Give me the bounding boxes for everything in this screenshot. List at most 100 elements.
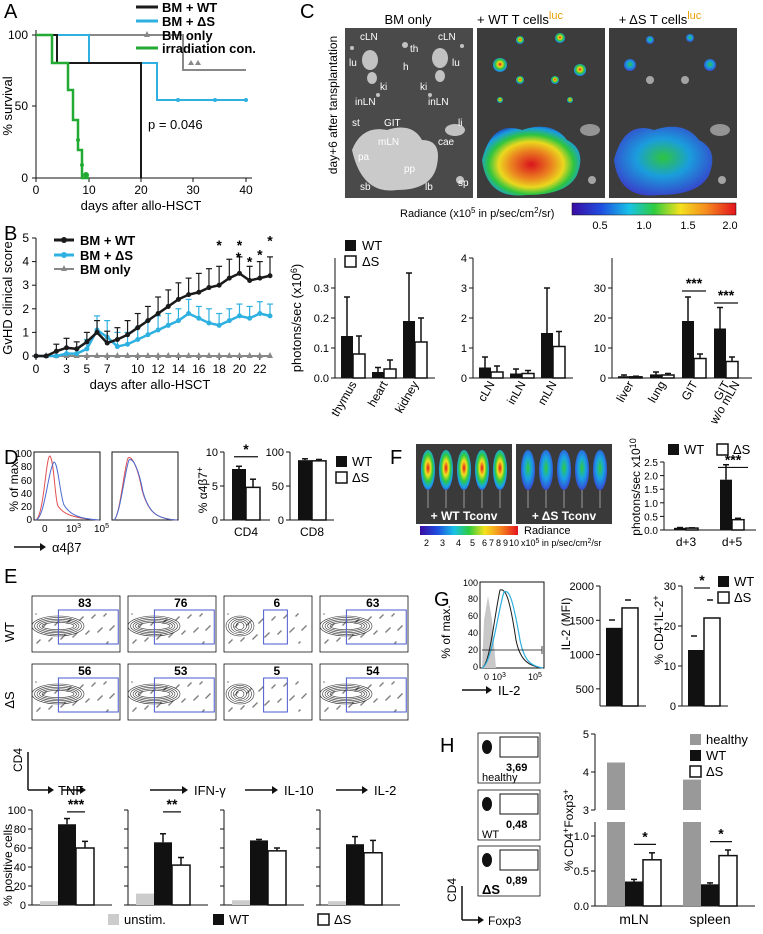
flow-dot: [205, 629, 207, 631]
g-legend-ds: ΔS: [734, 590, 752, 605]
flow-dot: [279, 631, 281, 633]
flow-dot: [236, 624, 238, 626]
a-curve-irr: [36, 33, 89, 180]
flow-dot: [254, 704, 256, 706]
flow-dot: [259, 621, 261, 623]
flow-dot: [264, 636, 266, 638]
bar: [510, 373, 522, 378]
flow-dot: [339, 637, 341, 639]
flow-dot: [343, 623, 345, 625]
flow-dot: [367, 619, 369, 621]
f-star: ***: [725, 451, 742, 467]
flow-dot: [131, 613, 133, 615]
c-cbar-tick: 0.5: [592, 220, 607, 232]
y-tick-label: 0.1: [314, 343, 329, 355]
flow-dot: [139, 693, 141, 695]
category-label: inLN: [504, 379, 528, 407]
flow-dot: [184, 630, 186, 632]
flow-dot: [369, 685, 371, 687]
wt-point: [145, 318, 151, 324]
flow-dot: [66, 622, 68, 624]
g-hist-xtick: 105: [528, 672, 542, 682]
flow-dot: [344, 690, 346, 692]
h-ytick-label: 4: [583, 767, 589, 779]
category-label: liver: [613, 379, 636, 405]
flow-dot: [152, 622, 154, 624]
g-legend-wt: WT: [734, 574, 754, 589]
flow-dot: [376, 630, 378, 632]
flow-dot: [354, 690, 356, 692]
wt-point: [125, 332, 131, 338]
flow-contour: [230, 686, 250, 702]
flow-dot: [165, 619, 167, 621]
flow-dot: [240, 708, 242, 710]
h-flow-gate: [499, 849, 539, 871]
b-star: *: [236, 249, 242, 265]
flow-dot: [266, 634, 268, 636]
flow-plot: [319, 595, 409, 653]
flow-dot: [98, 698, 100, 700]
flow-dot: [249, 689, 251, 691]
flow-dot: [113, 693, 115, 695]
h-bar-ds: [642, 859, 662, 907]
g-hist-xtick: 103: [492, 672, 506, 682]
flow-dot: [266, 702, 268, 704]
ds-point: [216, 322, 222, 328]
h-flow-gate: [499, 736, 539, 758]
flow-dot: [268, 700, 270, 702]
flow-dot: [381, 615, 383, 617]
flow-dot: [35, 613, 37, 615]
panel-d: D % of max. 0 20 40 60 80 100 0 103 105 …: [4, 441, 372, 555]
flow-dot: [63, 635, 65, 637]
g-hist-ytick: 60: [468, 611, 478, 621]
bar: [703, 617, 721, 707]
bm-only-point: [175, 352, 182, 358]
flow-dot: [150, 692, 152, 694]
flow-dot: [391, 683, 393, 685]
c-legend-wt: WT: [362, 238, 382, 253]
b-xtick-label: 5: [84, 362, 91, 376]
e-marker-ifng: IFN-γ: [194, 783, 226, 798]
c-organ-label: cLN: [360, 32, 378, 43]
b-star: *: [247, 254, 253, 270]
h-category-label: spleen: [689, 911, 730, 927]
bar: [298, 460, 312, 520]
flow-contour: [228, 685, 252, 703]
flow-plot: [31, 595, 121, 653]
flow-dot: [272, 686, 274, 688]
flow-dot: [147, 705, 149, 707]
flow-dot: [231, 639, 233, 641]
h-legend-ds: ΔS: [706, 764, 724, 779]
b-ytick-label: 4: [22, 255, 29, 269]
bm-only-point: [185, 352, 192, 358]
wt-point: [33, 353, 39, 359]
flow-dot: [241, 639, 243, 641]
c-colorbar: [571, 202, 737, 216]
flow-dot: [152, 690, 154, 692]
flow-dot: [227, 681, 229, 683]
bm-only-point: [246, 352, 253, 358]
a-legend: BM + WT BM + ΔS BM only irradiation con.: [136, 0, 256, 56]
flow-dot: [200, 682, 202, 684]
bm-only-point: [216, 352, 223, 358]
y-tick-label: 60: [14, 843, 26, 855]
flow-dot: [253, 637, 255, 639]
flow-dot: [385, 631, 387, 633]
flow-dot: [76, 632, 78, 634]
flow-dot: [336, 640, 338, 642]
flow-dot: [395, 709, 397, 711]
flow-dot: [349, 705, 351, 707]
wt-point: [216, 282, 222, 288]
h-foxp3-label: Foxp3: [488, 914, 522, 928]
flow-dot: [193, 699, 195, 701]
c-img-title-ds: + ΔS T cellsluc: [619, 10, 702, 27]
flow-contour: [230, 618, 250, 634]
flow-percentage: 56: [78, 664, 92, 678]
h-ytick-label: 1.0: [574, 831, 589, 843]
flow-dot: [360, 704, 362, 706]
flow-dot: [202, 710, 204, 712]
flow-dot: [258, 622, 260, 624]
flow-dot: [242, 638, 244, 640]
wt-point: [135, 325, 141, 331]
bar: [328, 901, 346, 905]
